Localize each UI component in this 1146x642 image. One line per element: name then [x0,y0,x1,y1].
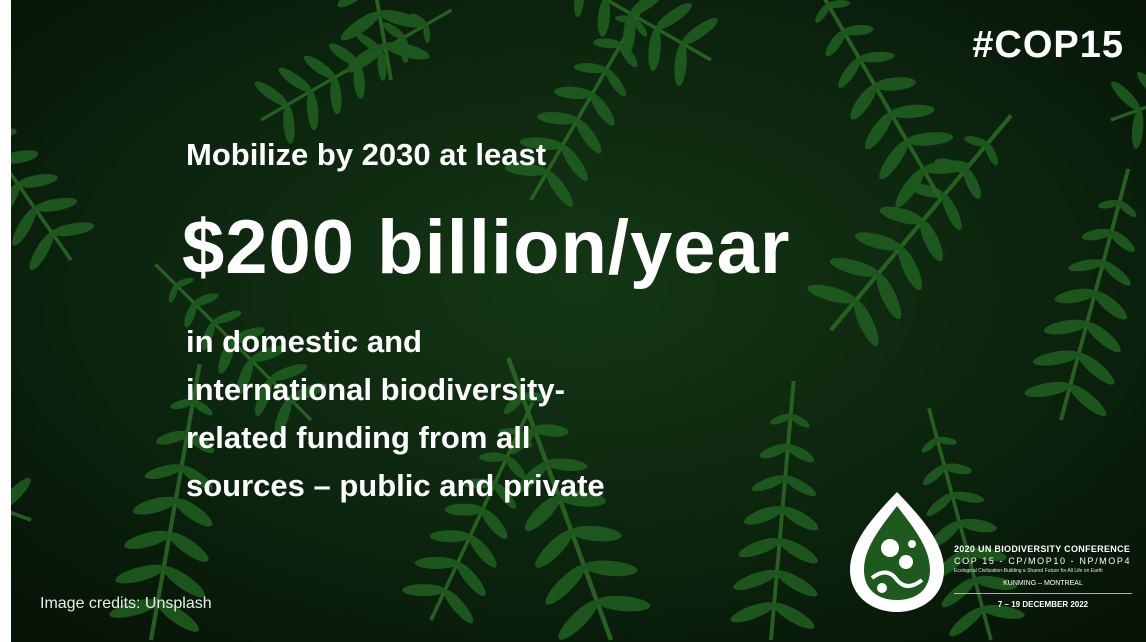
left-edge [0,0,11,642]
conference-meetings: COP 15 - CP/MOP10 - NP/MOP4 [954,556,1132,566]
conference-info: 2020 UN BIODIVERSITY CONFERENCE COP 15 -… [954,544,1132,609]
headline-lead: Mobilize by 2030 at least [186,137,547,172]
fern-background-photo [11,0,1146,642]
headline-line: sources – public and private [186,468,605,503]
headline-line: international biodiversity- [186,372,565,407]
hashtag-cop15: #COP15 [972,24,1124,66]
headline-amount: $200 billion/year [182,205,791,290]
conference-title: 2020 UN BIODIVERSITY CONFERENCE [954,544,1131,554]
headline-line: related funding from all [186,420,531,455]
cop15-logo-icon [842,488,952,616]
headline-body: in domestic and international biodiversi… [186,318,706,510]
conference-cities: KUNMING – MONTREAL [1003,580,1083,587]
conference-tagline: Ecological Civilization-Building a Share… [954,568,1103,574]
conference-dates: 7 – 19 DECEMBER 2022 [997,600,1089,609]
divider [954,593,1132,594]
headline-line: in domestic and [186,324,422,359]
image-credits: Image credits: Unsplash [40,595,212,612]
